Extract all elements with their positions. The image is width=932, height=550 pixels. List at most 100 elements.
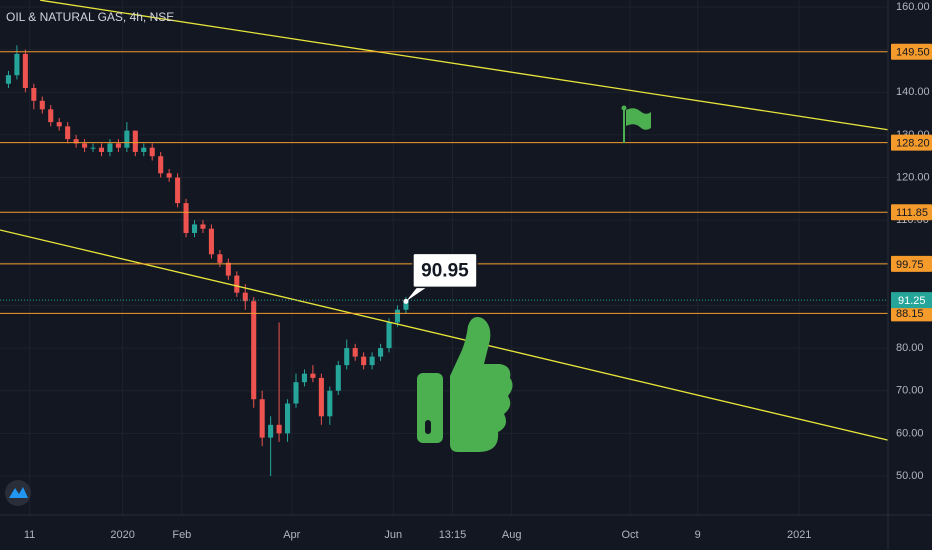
candle (107, 139, 113, 157)
callout-box (412, 252, 478, 289)
logo (5, 480, 31, 506)
candle-body (90, 147, 96, 149)
candle-body (183, 203, 189, 233)
candle (31, 83, 37, 110)
level-label-box (891, 305, 932, 322)
candle (39, 96, 45, 114)
candle-body (166, 173, 172, 178)
y-tick-label: 80.00 (896, 342, 924, 354)
candle (344, 339, 350, 370)
level-label-box (891, 43, 932, 60)
x-tick-label: 2020 (110, 529, 134, 541)
candle (98, 143, 105, 157)
y-tick-label: 60.00 (896, 427, 924, 439)
y-tick-label: 160.00 (896, 1, 930, 13)
y-tick-label: 70.00 (896, 385, 924, 397)
candle (90, 143, 96, 152)
candle (208, 224, 214, 259)
candle-body (403, 301, 409, 310)
candle (259, 390, 265, 447)
candle-body (268, 424, 274, 438)
candle (48, 105, 54, 127)
candle-body (335, 365, 341, 391)
candle-body (124, 130, 130, 148)
candle-body (39, 100, 45, 110)
last-price-box (891, 292, 932, 309)
candle-body (132, 130, 138, 152)
candle (352, 343, 358, 361)
candle-body (82, 143, 88, 148)
candle-body (242, 292, 248, 302)
y-tick-label: 120.00 (896, 171, 930, 183)
candle (73, 134, 79, 148)
candle (82, 139, 88, 152)
candle-body (251, 301, 257, 400)
candle-body (217, 254, 223, 263)
candle (191, 220, 198, 238)
candle (132, 130, 138, 157)
callout-pointer (405, 286, 428, 302)
x-tick-label: Feb (172, 529, 191, 541)
candle-body (107, 143, 113, 152)
candle-body (56, 122, 62, 127)
candle (183, 198, 189, 238)
candle-body (327, 390, 333, 417)
candle-body (352, 348, 358, 357)
candle (251, 296, 257, 408)
candle-body (141, 147, 147, 152)
candle-body (98, 147, 105, 152)
candle (318, 373, 324, 425)
level-label: 128.20 (896, 137, 930, 149)
candle (276, 322, 282, 442)
level-label: 99.75 (896, 259, 924, 271)
candle (301, 369, 307, 387)
candle-body (31, 88, 37, 101)
candle-body (369, 356, 375, 366)
candle-body (394, 309, 401, 323)
x-tick-label: 11 (24, 529, 35, 541)
candle-body (276, 424, 282, 434)
trend-line (0, 229, 889, 441)
candle-body (73, 139, 79, 144)
last-price-label: 91.25 (898, 295, 926, 307)
plot: 90.95 (0, 0, 889, 476)
candle (56, 117, 62, 131)
candle-body (200, 224, 206, 229)
candle (225, 258, 231, 280)
candle (200, 220, 206, 233)
level-label-box (891, 204, 932, 221)
candle (149, 143, 155, 161)
candle (175, 173, 181, 208)
candle-body (378, 348, 384, 357)
candle-body (285, 403, 291, 434)
candle (141, 143, 147, 157)
level-label-box (891, 255, 932, 272)
axes: 50.0060.0070.0080.0090.00100.00110.00120… (24, 1, 932, 541)
candle-body (386, 322, 392, 349)
candle (22, 49, 28, 93)
candle-body (318, 377, 324, 417)
candle-body (158, 156, 164, 174)
trend-line (40, 0, 889, 131)
flag-icon (621, 105, 651, 143)
candle (361, 352, 367, 370)
candle (5, 70, 11, 89)
x-tick-label: 13:15 (439, 529, 467, 541)
candle-body (65, 126, 71, 140)
level-label: 88.15 (896, 308, 924, 320)
candle (166, 169, 172, 182)
candle (335, 360, 341, 395)
candle (369, 352, 375, 370)
candle (310, 365, 316, 383)
candle-body (22, 53, 28, 89)
candle (386, 318, 392, 353)
candle-body (225, 262, 231, 276)
candle-body (361, 356, 367, 366)
candle (268, 416, 274, 476)
candle (124, 122, 130, 152)
candle-body (310, 373, 316, 378)
grid (0, 0, 888, 515)
x-tick-label: 2021 (787, 529, 811, 541)
candle-body (344, 348, 350, 366)
